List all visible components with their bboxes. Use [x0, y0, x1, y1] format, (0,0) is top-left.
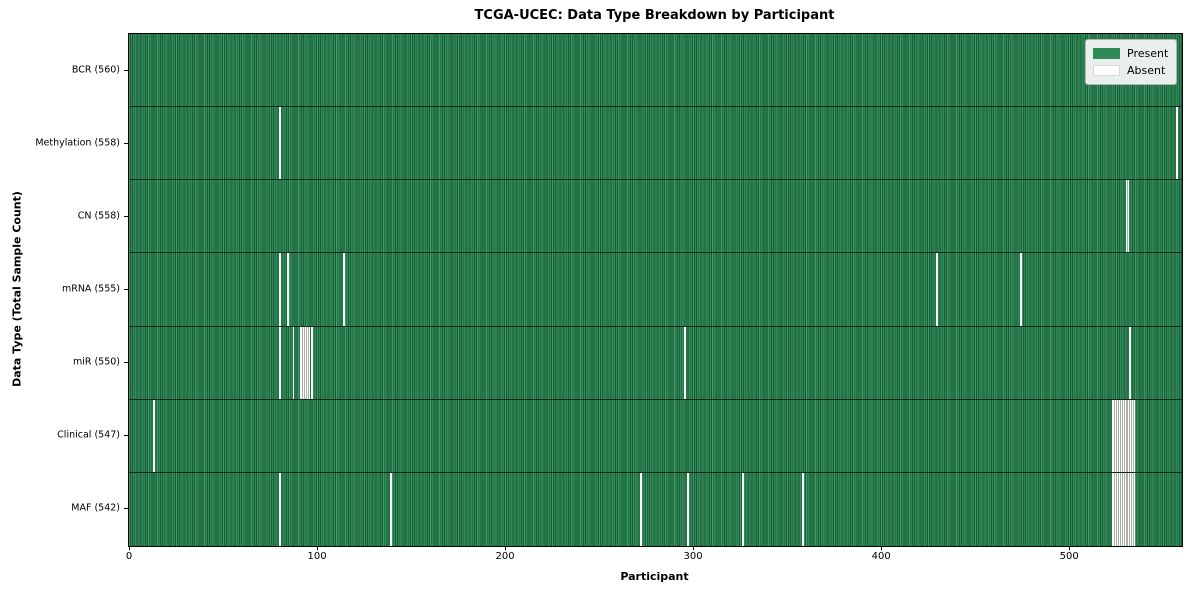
- absent-cell-clinical-523: [1112, 399, 1115, 472]
- heatmap-row-clinical: [129, 399, 1182, 473]
- x-tick-mark: [129, 546, 130, 550]
- absent-cell-clinical-532: [1129, 399, 1132, 472]
- absent-cell-maf-527: [1119, 472, 1122, 546]
- y-tick-mark: [124, 435, 128, 437]
- absent-cell-mrna-429: [935, 253, 938, 326]
- absent-cell-maf-529: [1123, 472, 1126, 546]
- absent-cell-maf-530: [1125, 472, 1128, 546]
- absent-cell-mir-87: [292, 326, 295, 399]
- absent-cell-clinical-528: [1121, 399, 1124, 472]
- absent-cell-cn-531: [1127, 180, 1130, 253]
- absent-cell-mir-92: [301, 326, 304, 399]
- absent-cell-clinical-530: [1125, 399, 1128, 472]
- absent-cell-mir-532: [1129, 326, 1132, 399]
- absent-cell-maf-297: [687, 472, 690, 546]
- heatmap-row-bcr: [129, 34, 1182, 108]
- x-tick-label-500: 500: [1059, 551, 1079, 562]
- absent-cell-clinical-524: [1114, 399, 1117, 472]
- legend-item-present: Present: [1093, 45, 1169, 62]
- absent-cell-maf-358: [802, 472, 805, 546]
- absent-cell-mir-295: [683, 326, 686, 399]
- absent-cell-mir-91: [300, 326, 302, 399]
- y-tick-mark: [124, 69, 128, 71]
- y-tick-label-bcr: BCR (560): [71, 64, 120, 76]
- x-tick-mark: [1069, 546, 1071, 550]
- absent-cell-maf-80: [279, 472, 282, 546]
- absent-cell-mir-80: [279, 326, 282, 399]
- x-axis-label: Participant: [620, 570, 689, 583]
- y-tick-label-mir: miR (550): [72, 356, 120, 368]
- legend-item-absent: Absent: [1093, 62, 1169, 79]
- legend-label-present: Present: [1127, 47, 1169, 60]
- x-tick-mark: [505, 546, 507, 550]
- absent-cell-clinical-534: [1133, 399, 1135, 472]
- absent-cell-mir-97: [311, 326, 314, 399]
- x-tick-label-200: 200: [495, 551, 515, 562]
- absent-cell-cn-530: [1125, 180, 1128, 253]
- y-tick-label-cn: CN (558): [77, 210, 120, 222]
- chart-title: TCGA-UCEC: Data Type Breakdown by Partic…: [474, 8, 835, 23]
- absent-cell-clinical-525: [1116, 399, 1119, 472]
- legend-label-absent: Absent: [1127, 64, 1166, 77]
- x-tick-mark: [881, 546, 883, 550]
- x-tick-mark: [317, 546, 319, 550]
- x-tick-mark: [693, 546, 695, 550]
- legend: Present Absent: [1085, 39, 1177, 85]
- y-tick-mark: [124, 362, 128, 364]
- y-tick-label-clinical: Clinical (547): [57, 429, 120, 441]
- absent-cell-maf-525: [1116, 472, 1119, 546]
- absent-cell-maf-326: [741, 472, 744, 546]
- present-swatch-icon: [1093, 48, 1120, 59]
- x-tick-label-0: 0: [125, 551, 133, 562]
- absent-cell-mir-94: [305, 326, 308, 399]
- absent-cell-methylation-557: [1176, 107, 1179, 180]
- absent-cell-maf-523: [1112, 472, 1115, 546]
- absent-cell-maf-533: [1131, 472, 1134, 546]
- absent-cell-maf-139: [390, 472, 393, 546]
- y-tick-label-mrna: mRNA (555): [61, 283, 120, 295]
- absent-cell-clinical-526: [1118, 399, 1120, 472]
- absent-cell-maf-528: [1121, 472, 1124, 546]
- plot-area: [128, 33, 1183, 547]
- absent-cell-maf-524: [1114, 472, 1117, 546]
- absent-cell-maf-272: [640, 472, 643, 546]
- absent-cell-mrna-474: [1020, 253, 1023, 326]
- absent-cell-maf-532: [1129, 472, 1132, 546]
- x-tick-label-300: 300: [683, 551, 703, 562]
- y-axis-label: Data Type (Total Sample Count): [10, 191, 24, 387]
- absent-cell-clinical-531: [1127, 399, 1130, 472]
- y-tick-mark: [124, 215, 128, 217]
- absent-cell-maf-531: [1127, 472, 1130, 546]
- x-tick-label-400: 400: [871, 551, 891, 562]
- y-tick-mark: [124, 142, 128, 144]
- absent-cell-maf-526: [1118, 472, 1120, 546]
- heatmap-row-mrna: [129, 253, 1182, 327]
- y-tick-label-methylation: Methylation (558): [35, 137, 120, 149]
- absent-cell-clinical-529: [1123, 399, 1126, 472]
- absent-cell-clinical-527: [1119, 399, 1122, 472]
- absent-cell-clinical-533: [1131, 399, 1134, 472]
- absent-cell-clinical-13: [153, 399, 156, 472]
- heatmap-row-cn: [129, 180, 1182, 254]
- absent-cell-methylation-80: [279, 107, 282, 180]
- y-tick-label-maf: MAF (542): [71, 502, 120, 514]
- absent-swatch-icon: [1093, 65, 1120, 76]
- y-tick-mark: [124, 508, 128, 510]
- heatmap-row-mir: [129, 326, 1182, 400]
- y-tick-mark: [124, 289, 128, 290]
- absent-cell-mir-93: [303, 326, 306, 399]
- absent-cell-mrna-114: [343, 253, 346, 326]
- absent-cell-mrna-80: [279, 253, 282, 326]
- heatmap-row-methylation: [129, 107, 1182, 181]
- absent-cell-mir-95: [307, 326, 310, 399]
- absent-cell-maf-534: [1133, 472, 1135, 546]
- absent-cell-mrna-84: [286, 253, 289, 326]
- x-tick-label-100: 100: [307, 551, 327, 562]
- heatmap-row-maf: [129, 472, 1182, 546]
